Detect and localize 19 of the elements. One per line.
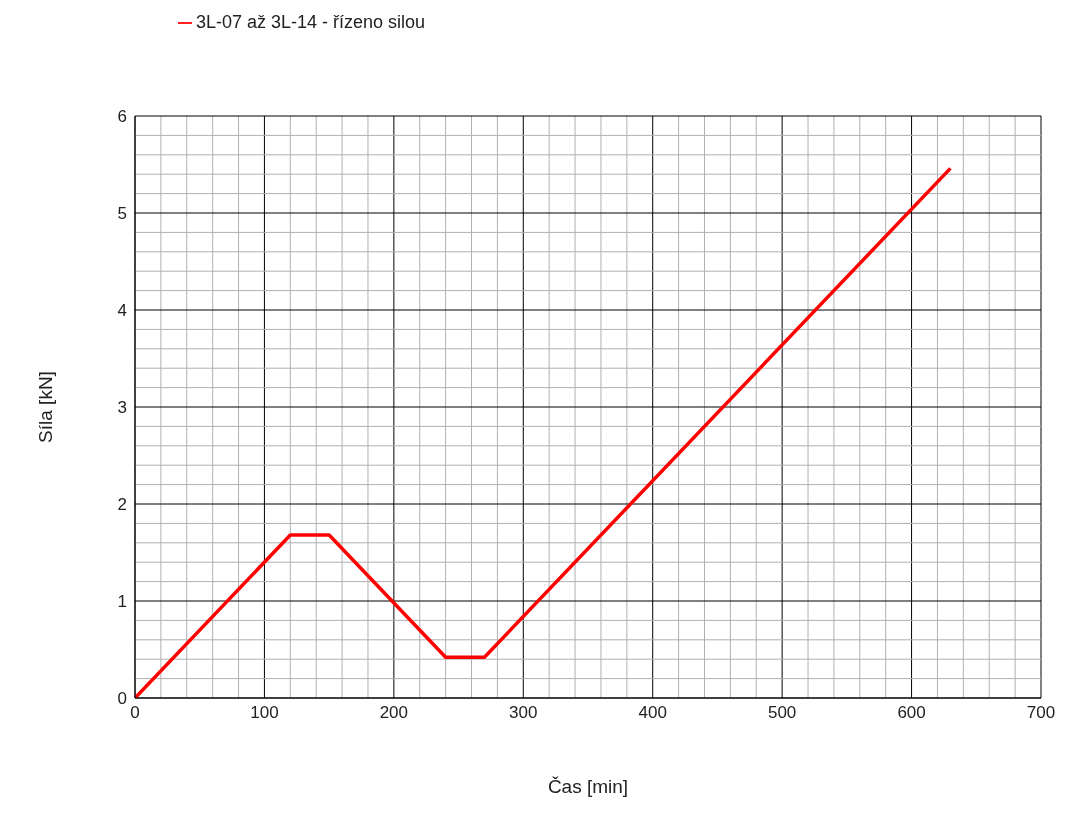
y-tick-label: 5 <box>117 204 127 224</box>
x-tick-label: 700 <box>1026 703 1056 723</box>
line-series <box>135 166 953 698</box>
y-axis-title: Síla [kN] <box>34 371 56 443</box>
y-tick-label: 4 <box>117 301 127 321</box>
y-tick-label: 0 <box>117 689 127 709</box>
x-tick-label: 300 <box>509 703 538 723</box>
x-tick-label: 400 <box>638 703 667 723</box>
legend-label: 3L-07 až 3L-14 - řízeno silou <box>196 12 426 32</box>
x-axis-title: Čas [min] <box>547 776 629 798</box>
y-tick-label: 3 <box>117 398 127 418</box>
y-tick-label: 6 <box>117 107 127 127</box>
x-tick-label: 200 <box>379 703 409 723</box>
x-tick-label: 100 <box>250 703 279 723</box>
x-tick-label: 500 <box>767 703 797 723</box>
y-tick-label: 2 <box>117 495 127 515</box>
x-tick-label: 0 <box>130 703 140 723</box>
x-tick-label: 600 <box>897 703 926 723</box>
y-tick-label: 1 <box>117 592 127 612</box>
